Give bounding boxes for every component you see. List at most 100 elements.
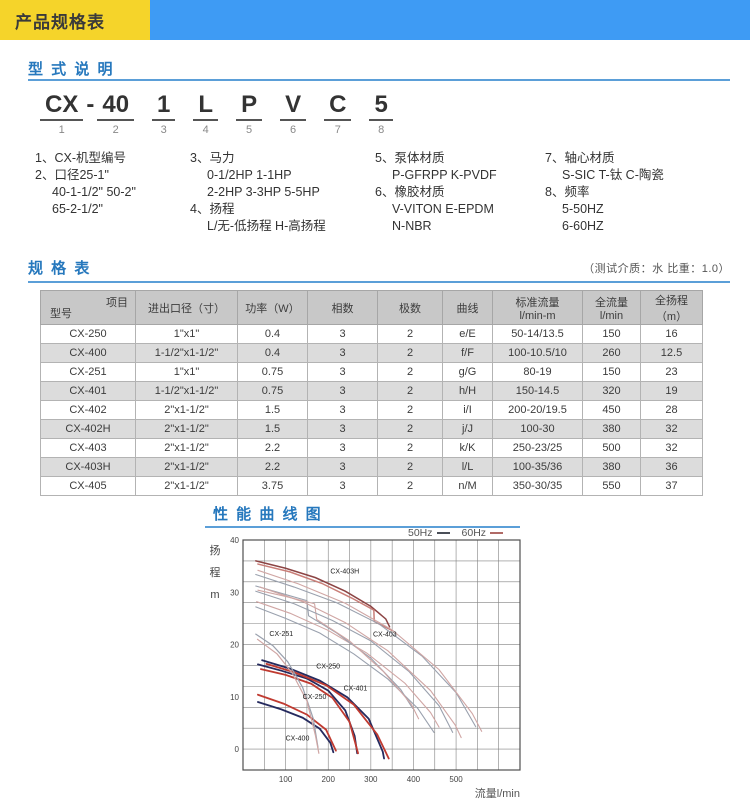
code-char: 40 [97, 91, 135, 121]
table-cell: 3 [307, 400, 378, 420]
table-cell: 3 [307, 476, 378, 496]
explain-line: 1、CX-机型编号 [35, 151, 126, 165]
code-char: 5 [369, 91, 393, 121]
code-segment-1: CX 1 [40, 91, 84, 136]
code-char: V [280, 91, 307, 121]
table-cell: 150-14.5 [492, 381, 583, 401]
column-header: 相数 [307, 290, 378, 325]
table-cell: 2 [377, 324, 443, 344]
table-cell: CX-402H [40, 419, 136, 439]
table-cell: 19 [640, 381, 703, 401]
legend-line-swatch [436, 532, 450, 534]
chart-legend: 50Hz 60Hz [408, 527, 504, 539]
table-cell: 0.4 [237, 324, 308, 344]
table-cell: h/H [442, 381, 493, 401]
table-cell: 1.5 [237, 400, 308, 420]
table-row: CX-400 1-1/2"x1-1/2" 0.4 3 2 f/F 100-10.5/10 26… [40, 343, 703, 363]
table-cell: 1"x1" [135, 324, 238, 344]
model-section-title: 型 式 说 明 [28, 61, 115, 78]
table-cell: l/L [442, 457, 493, 477]
explain-line: 6、橡胶材质 [375, 185, 445, 199]
table-cell: 2 [377, 476, 443, 496]
table-cell: 32 [640, 419, 703, 439]
table-cell: CX-402 [40, 400, 136, 420]
table-cell: 2"x1-1/2" [135, 457, 238, 477]
table-cell: 3 [307, 419, 378, 439]
column-header: 进出口径（寸） [135, 290, 238, 325]
table-cell: j/J [442, 419, 493, 439]
code-char: P [236, 91, 263, 121]
svg-text:400: 400 [407, 775, 421, 784]
explain-line: N-NBR [392, 219, 432, 233]
code-dash: - [86, 91, 95, 118]
explain-line: 5-50HZ [562, 202, 604, 216]
svg-text:40: 40 [230, 536, 239, 545]
table-cell: 50-14/13.5 [492, 324, 583, 344]
svg-text:0: 0 [235, 745, 240, 754]
table-cell: 100-10.5/10 [492, 343, 583, 363]
svg-text:200: 200 [322, 775, 336, 784]
code-index: 3 [160, 123, 167, 136]
code-index: 7 [334, 123, 341, 136]
code-index: 6 [290, 123, 297, 136]
code-index: 8 [378, 123, 385, 136]
table-cell: CX-403 [40, 438, 136, 458]
page-title: 产品规格表 [15, 12, 105, 32]
legend-label: 60Hz [461, 527, 487, 539]
table-cell: CX-250 [40, 324, 136, 344]
table-row: CX-405 2"x1-1/2" 3.75 3 2 n/M 350-30/35 550 37 [40, 476, 703, 496]
explain-line: 8、频率 [545, 185, 590, 199]
explain-line: V-VITON E-EPDM [392, 202, 494, 216]
table-cell: 2.2 [237, 438, 308, 458]
top-banner: 产品规格表 [0, 0, 750, 40]
table-cell: 2 [377, 343, 443, 363]
explain-line: 65-2-1/2" [52, 202, 103, 216]
svg-text:CX-401: CX-401 [344, 686, 368, 693]
curve-section-title: 性 能 曲 线 图 [213, 506, 323, 523]
table-cell: i/I [442, 400, 493, 420]
svg-text:CX-400: CX-400 [286, 736, 310, 743]
explain-line: 4、扬程 [190, 202, 235, 216]
explain-column-1: 1、CX-机型编号 2、口径25-1" 40-1-1/2" 50-2" 65-2-1/… [35, 150, 136, 218]
svg-text:300: 300 [364, 775, 378, 784]
table-cell: 100-30 [492, 419, 583, 439]
svg-text:CX-250: CX-250 [303, 694, 327, 701]
table-row: CX-403 2"x1-1/2" 2.2 3 2 k/K 250-23/25 500 32 [40, 438, 703, 458]
table-cell: 3 [307, 438, 378, 458]
table-cell: g/G [442, 362, 493, 382]
table-row: CX-403H 2"x1-1/2" 2.2 3 2 l/L 100-35/36 380 36 [40, 457, 703, 477]
table-cell: 150 [582, 324, 641, 344]
table-cell: CX-405 [40, 476, 136, 496]
column-header: 曲线 [442, 290, 493, 325]
table-cell: 2 [377, 362, 443, 382]
table-cell: 380 [582, 457, 641, 477]
spec-section-title: 规 格 表 [28, 260, 92, 277]
table-cell: 2"x1-1/2" [135, 476, 238, 496]
svg-text:流量l/min: 流量l/min [475, 786, 520, 800]
code-index: 4 [202, 123, 209, 136]
table-cell: 2 [377, 419, 443, 439]
legend-line-swatch [490, 532, 504, 534]
diagonal-label-top: 项目 [106, 297, 128, 309]
explain-line: 40-1-1/2" 50-2" [52, 185, 136, 199]
diagonal-header-cell: 项目 型号 [40, 290, 136, 325]
table-cell: 1-1/2"x1-1/2" [135, 381, 238, 401]
explain-column-2: 3、马力 0-1/2HP 1-1HP 2-2HP 3-3HP 5-5HP 4、扬程 L/… [190, 150, 326, 235]
table-cell: 28 [640, 400, 703, 420]
section-divider [28, 79, 730, 81]
table-cell: k/K [442, 438, 493, 458]
svg-text:20: 20 [230, 641, 239, 650]
explain-line: 6-60HZ [562, 219, 604, 233]
column-header: 全流量 l/min [582, 290, 641, 325]
table-cell: 3 [307, 457, 378, 477]
table-cell: 380 [582, 419, 641, 439]
table-cell: 200-20/19.5 [492, 400, 583, 420]
table-row: CX-402 2"x1-1/2" 1.5 3 2 i/I 200-20/19.5 450 28 [40, 400, 703, 420]
explain-line: P-GFRPP K-PVDF [392, 168, 497, 182]
